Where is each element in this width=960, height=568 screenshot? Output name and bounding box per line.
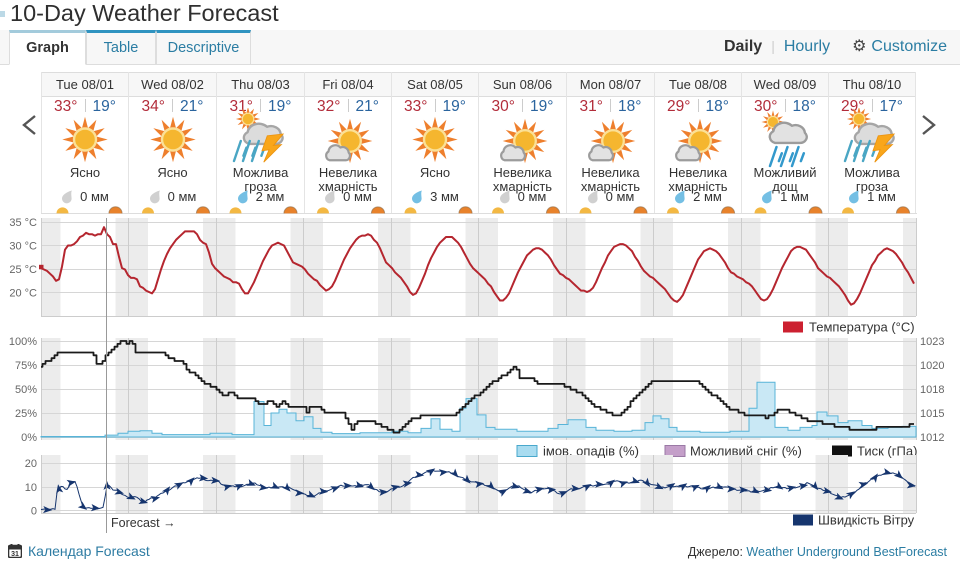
svg-text:0: 0 [31, 506, 37, 518]
svg-text:Температура (°C): Температура (°C) [809, 320, 915, 335]
svg-text:50%: 50% [15, 384, 37, 396]
svg-text:Можливий сніг (%): Можливий сніг (%) [690, 444, 802, 459]
svg-text:35 °C: 35 °C [9, 217, 37, 229]
svg-text:31: 31 [11, 551, 19, 558]
svg-text:1015: 1015 [920, 408, 944, 420]
svg-text:Тиск (гПа): Тиск (гПа) [857, 444, 917, 459]
svg-text:Forecast →: Forecast → [111, 516, 176, 530]
svg-text:0%: 0% [21, 432, 37, 444]
svg-text:1012: 1012 [920, 432, 944, 444]
svg-text:25%: 25% [15, 408, 37, 420]
svg-text:20 °C: 20 °C [9, 288, 37, 300]
svg-text:10: 10 [25, 482, 37, 494]
svg-text:25 °C: 25 °C [9, 264, 37, 276]
svg-text:100%: 100% [9, 336, 37, 348]
svg-text:30 °C: 30 °C [9, 241, 37, 253]
svg-text:20: 20 [25, 458, 37, 470]
svg-text:імов. опадів (%): імов. опадів (%) [543, 444, 639, 459]
svg-text:75%: 75% [15, 360, 37, 372]
svg-text:1023: 1023 [920, 336, 944, 348]
svg-text:Швидкість Вітру: Швидкість Вітру [818, 513, 915, 528]
svg-text:1018: 1018 [920, 384, 944, 396]
svg-text:1020: 1020 [920, 360, 944, 372]
